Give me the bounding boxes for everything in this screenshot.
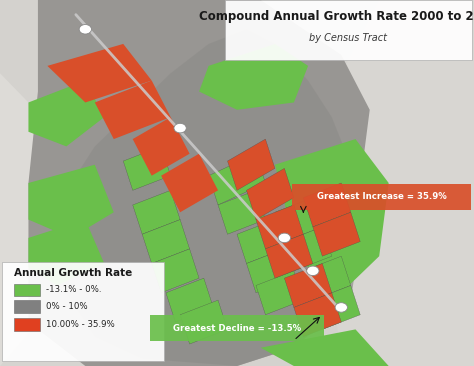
Polygon shape xyxy=(228,139,275,190)
Circle shape xyxy=(79,25,91,34)
Polygon shape xyxy=(275,198,322,242)
Polygon shape xyxy=(199,44,308,110)
Polygon shape xyxy=(180,300,228,344)
Polygon shape xyxy=(313,212,360,256)
Text: Compound Annual Growth Rate 2000 to 2020: Compound Annual Growth Rate 2000 to 2020 xyxy=(199,10,474,23)
Polygon shape xyxy=(28,220,104,285)
Polygon shape xyxy=(161,154,218,212)
Polygon shape xyxy=(0,73,104,366)
Bar xyxy=(14,300,40,313)
Polygon shape xyxy=(47,44,152,102)
Text: by Census Tract: by Census Tract xyxy=(310,33,387,44)
Polygon shape xyxy=(265,234,313,278)
Polygon shape xyxy=(237,220,284,264)
FancyBboxPatch shape xyxy=(2,262,164,361)
Polygon shape xyxy=(123,146,171,190)
Bar xyxy=(14,318,40,331)
Polygon shape xyxy=(142,220,190,264)
Polygon shape xyxy=(246,168,294,220)
Polygon shape xyxy=(294,293,341,337)
Polygon shape xyxy=(322,0,474,366)
Polygon shape xyxy=(284,227,332,271)
Polygon shape xyxy=(261,329,389,366)
Polygon shape xyxy=(303,256,351,300)
FancyBboxPatch shape xyxy=(292,184,471,210)
Polygon shape xyxy=(256,271,303,315)
Polygon shape xyxy=(218,190,265,234)
Polygon shape xyxy=(28,0,370,366)
Bar xyxy=(14,284,40,296)
Polygon shape xyxy=(57,29,360,366)
Text: 0% - 10%: 0% - 10% xyxy=(46,302,88,311)
Polygon shape xyxy=(133,190,180,234)
Circle shape xyxy=(307,266,319,276)
Text: -13.1% - 0%.: -13.1% - 0%. xyxy=(46,285,102,294)
Polygon shape xyxy=(209,154,265,205)
Polygon shape xyxy=(166,278,213,322)
Polygon shape xyxy=(28,165,114,238)
Circle shape xyxy=(335,303,347,312)
Polygon shape xyxy=(256,205,303,249)
Text: Greatest Increase = 35.9%: Greatest Increase = 35.9% xyxy=(317,193,447,201)
Polygon shape xyxy=(0,300,237,366)
Text: Greatest Decline = -13.5%: Greatest Decline = -13.5% xyxy=(173,324,301,333)
Polygon shape xyxy=(246,249,294,293)
Text: Annual Growth Rate: Annual Growth Rate xyxy=(14,268,132,278)
FancyBboxPatch shape xyxy=(225,0,472,60)
Circle shape xyxy=(278,233,291,243)
Polygon shape xyxy=(28,81,104,146)
Polygon shape xyxy=(284,264,332,307)
Polygon shape xyxy=(303,183,351,227)
Polygon shape xyxy=(152,249,199,293)
Polygon shape xyxy=(95,81,171,139)
Polygon shape xyxy=(275,139,389,293)
FancyBboxPatch shape xyxy=(150,315,324,341)
Circle shape xyxy=(174,123,186,133)
Polygon shape xyxy=(313,285,360,329)
Polygon shape xyxy=(133,117,190,176)
Text: 10.00% - 35.9%: 10.00% - 35.9% xyxy=(46,320,115,329)
